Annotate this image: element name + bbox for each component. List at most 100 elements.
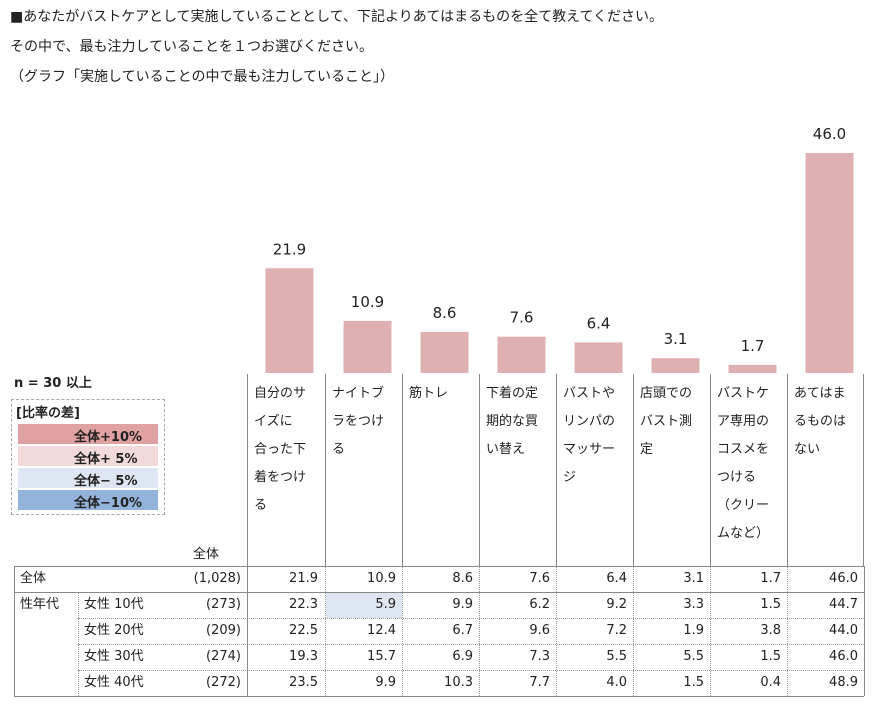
bar-value-label-7: 46.0 [813,125,846,143]
bar-value-label-3: 7.6 [510,309,534,327]
legend-item-3: 全体−10% [18,490,158,511]
table-cell: 1.5 [760,597,781,612]
table-cell: 7.7 [529,675,550,690]
category-header-1: ナイトブ ラをつける [325,374,402,566]
row-sample-size: (209) [206,623,241,638]
category-header-line: ムなど） [717,526,770,541]
bar-5 [651,358,700,373]
table-cell: 1.5 [683,675,704,690]
row-sample-size: (274) [206,649,241,664]
bar-4 [574,342,623,373]
table-cell: 44.7 [829,597,858,612]
category-header-line: 筋トレ [409,386,449,401]
category-header-line: ジ [563,470,577,485]
table-cell: 12.4 [367,623,396,638]
legend-item-2: 全体− 5% [18,468,158,489]
table-cell: 9.9 [375,675,396,690]
table-grid-line [325,566,326,696]
category-header-7: あてはま るものは ない [787,374,864,566]
bar-3 [497,336,546,373]
category-header-line: イズに [254,414,293,429]
table-cell: 6.2 [529,597,550,612]
table-cell: 10.3 [444,675,473,690]
category-header-line: 自分のサ [254,386,307,401]
table-cell: 7.6 [529,571,550,586]
table-cell: 1.7 [760,571,781,586]
category-header-line: る [254,498,268,513]
legend-title: [比率の差] [16,406,80,421]
table-grid-line [247,566,248,696]
legend-item-0: 全体+10% [18,424,158,445]
legend-label-1: 全体+ 5% [74,452,138,467]
category-header-line: つける [717,470,757,485]
row-sample-size: (272) [206,675,241,690]
question-line-2: その中で、最も注力していることを１つお選びください。 [10,39,374,55]
table-cell: 3.3 [683,597,704,612]
table-cell: 5.9 [375,597,396,612]
category-header-line: コスメを [717,442,770,457]
table-grid-line [864,566,865,696]
bar-chart: 21.9 10.9 8.6 7.6 6.4 3.1 1.7 46.0 [265,125,854,373]
bar-1 [343,320,392,373]
category-header-line: （クリー [717,498,770,513]
category-header-line: 定 [640,442,654,457]
category-header-line: ない [794,442,821,457]
table-grid-line [479,566,480,696]
row-sample-size: (273) [206,597,241,612]
table-cell: 15.7 [367,649,396,664]
table-cell: 46.0 [829,649,858,664]
table-grid-line [78,644,864,645]
table-cell: 6.4 [606,571,627,586]
category-header-6: バストケ ア専用の コスメを つける （クリー ムなど） [710,374,787,566]
category-header-line: バストや [563,386,616,401]
table-cell: 7.2 [606,623,627,638]
category-header-line: マッサー [563,442,616,457]
total-column-header: 全体 [193,547,220,562]
legend-item-1: 全体+ 5% [18,446,158,467]
table-cell: 1.9 [683,623,704,638]
table-grid-line [14,696,864,697]
table-cell: 0.4 [760,675,781,690]
category-header-4: バストや リンパの マッサージ [556,374,633,566]
legend-swatch-0 [18,424,158,444]
bar-6 [728,364,777,373]
category-header-line: 店頭での [640,386,693,401]
category-header-2: 筋トレ [402,374,479,566]
table-cell: 23.5 [289,675,318,690]
table-cell: 44.0 [829,623,858,638]
table-cell: 22.5 [289,623,318,638]
row-sublabel: 女性 10代 [84,597,144,612]
row-label: 全体 [20,571,47,586]
highlight-cell [326,593,402,618]
category-header-line: ナイトブ [332,386,385,401]
bar-value-label-2: 8.6 [433,304,457,322]
table-cell: 8.6 [452,571,473,586]
bar-value-label-6: 1.7 [741,337,765,355]
legend-label-3: 全体−10% [74,496,143,511]
bar-value-label-4: 6.4 [587,314,611,332]
table-cell: 7.3 [529,649,550,664]
table-cell: 48.9 [829,675,858,690]
bar-2 [420,331,469,373]
table-cell: 10.9 [367,571,396,586]
category-header-line: 下着の定 [486,386,539,401]
table-cell: 4.0 [606,675,627,690]
table-cell: 6.9 [452,649,473,664]
category-header-line: る [332,442,346,457]
legend: [比率の差] 全体+10% 全体+ 5% 全体− 5% 全体−10% [11,399,165,515]
row-sample-size: (1,028) [193,571,241,586]
category-header-3: 下着の定 期的な買 い替え [479,374,556,566]
table-cell: 19.3 [289,649,318,664]
legend-label-2: 全体− 5% [74,474,138,489]
legend-label-0: 全体+10% [74,430,143,445]
table-cell: 9.6 [529,623,550,638]
table-cell: 1.5 [760,649,781,664]
category-header-line: ア専用の [717,414,770,429]
bar-value-label-1: 10.9 [351,293,384,311]
legend-swatch-2 [18,468,158,488]
table-grid-line [14,592,864,593]
table-grid-line [78,592,79,696]
table-grid-line [556,566,557,696]
table-grid-line [14,566,15,696]
category-header-line: 期的な買 [486,414,539,429]
